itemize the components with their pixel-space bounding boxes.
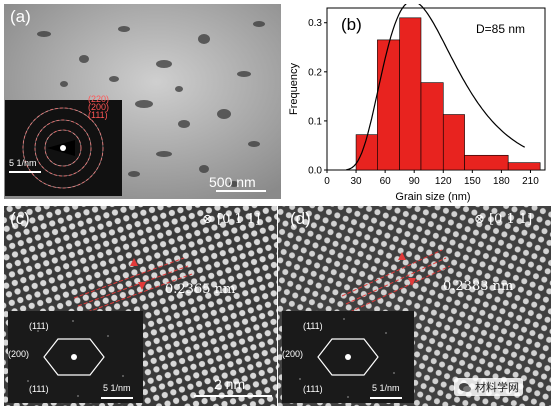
fft-c-scale-label: 5 1/nm <box>103 383 131 393</box>
y-tick-label: 0.2 <box>308 67 322 78</box>
histogram-bar <box>399 17 422 171</box>
fft-c-label-200: (200) <box>8 349 30 359</box>
x-axis-label: Grain size (nm) <box>395 191 470 203</box>
fft-c-label-111-bottom: (111) <box>29 384 49 394</box>
ring-label-220: (220) <box>88 94 110 104</box>
panel-b-histogram: (b) D=85 nm 0 30 60 90 120 150 180 210 0.0 0.1 0.… <box>283 4 551 203</box>
x-tick-label: 90 <box>409 176 421 187</box>
ring-label-111: (111) <box>88 110 108 120</box>
saed-pattern <box>5 100 122 196</box>
x-tick-label: 120 <box>435 176 452 187</box>
panel-d-hrtem: (d) ⊗ [0 1 1] 0.2383 nm (111) (200) (111… <box>278 206 551 406</box>
panel-d-zone-axis: ⊗ [0 1 1] <box>474 212 533 227</box>
fft-d-label-200: (200) <box>282 349 304 359</box>
panel-c-label: (c) <box>10 209 30 228</box>
panel-c-scale-label: 2 nm <box>214 376 246 392</box>
fft-d-label-111-top: (111) <box>303 321 323 331</box>
fft-d-scale-label: 5 1/nm <box>372 383 400 393</box>
x-tick-label: 30 <box>351 176 363 187</box>
watermark: 材料学网 <box>454 378 523 396</box>
y-tick-label: 0.1 <box>308 116 322 127</box>
y-axis-label: Frequency <box>288 63 300 115</box>
y-tick-label: 0.3 <box>308 18 322 29</box>
lognormal-fit-curve <box>346 4 525 171</box>
ring-label-200: (200) <box>88 102 110 112</box>
grain-size-histogram: (b) D=85 nm 0 30 60 90 120 150 180 210 0.0 0.1 0.… <box>288 4 546 203</box>
histogram-bar <box>420 82 444 171</box>
fft-c-scale-bar <box>101 397 133 399</box>
histogram-bar <box>377 39 400 171</box>
panel-d-d-spacing: 0.2383 nm <box>443 279 514 294</box>
histogram-bar <box>355 134 378 171</box>
watermark-text: 材料学网 <box>475 382 519 394</box>
panel-b-label: (b) <box>341 15 362 34</box>
panel-d-label: (d) <box>290 209 311 228</box>
x-tick-label: 180 <box>493 176 510 187</box>
saed-inset: 5 1/nm <box>5 100 122 196</box>
fft-pattern-c <box>8 311 143 403</box>
histogram-bar <box>464 154 509 171</box>
fft-d-label-111-bottom: (111) <box>303 384 323 394</box>
panel-c-zone-axis: ⊗ [0 1 1] <box>202 212 261 227</box>
wechat-icon <box>459 383 471 392</box>
panel-a-label: (a) <box>10 7 31 26</box>
x-tick-label: 60 <box>380 176 392 187</box>
panel-c-hrtem: (c) ⊗ [0 1 1] 0.2365 nm (111) (200) (111… <box>4 206 277 406</box>
histogram-bar <box>507 162 541 171</box>
saed-scale-bar <box>9 171 41 173</box>
fft-c-label-111-top: (111) <box>29 321 49 331</box>
fft-d-scale-bar <box>370 397 402 399</box>
panel-c-scale-bar <box>194 395 272 397</box>
panel-c-d-spacing: 0.2365 nm <box>165 282 236 297</box>
x-tick-label: 150 <box>464 176 481 187</box>
x-tick-label: 210 <box>522 176 539 187</box>
saed-scale-label: 5 1/nm <box>9 158 37 168</box>
panel-a-scale-bar <box>216 190 266 192</box>
fft-pattern-d <box>282 311 414 403</box>
panel-a-scale-label: 500 nm <box>209 174 256 190</box>
saed-ring-labels: (220) (200) (111) <box>88 94 110 120</box>
x-tick-label: 0 <box>324 176 330 187</box>
fft-inset-c: (111) (200) (111) 5 1/nm <box>8 311 143 403</box>
y-tick-label: 0.0 <box>308 166 322 177</box>
histogram-bar <box>442 114 465 171</box>
mean-size-annotation: D=85 nm <box>476 22 525 36</box>
fft-inset-d: (111) (200) (111) 5 1/nm <box>282 311 414 403</box>
panel-a-tem-image: (a) 5 1/nm (220) (200) (111) 500 nm <box>4 4 281 199</box>
